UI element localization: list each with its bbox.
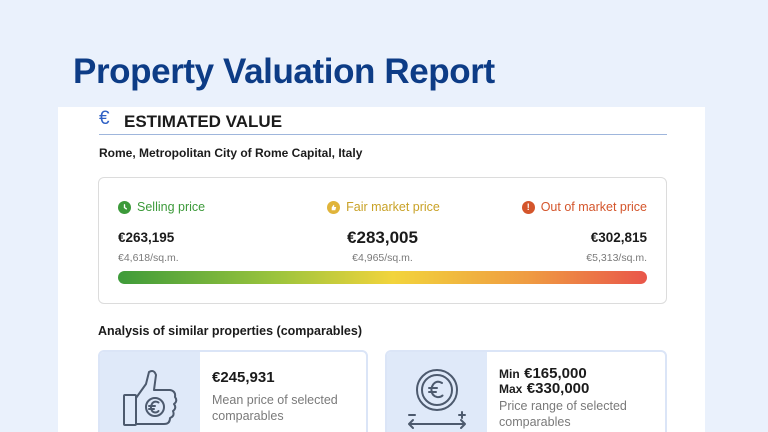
price-range-card-comparables: Min €165,000 Max €330,000 Price range of… <box>385 350 667 432</box>
fair-market-price-value: €283,005 <box>347 228 418 247</box>
thumb-icon <box>327 200 341 214</box>
fair-market-price-label-text: Fair market price <box>346 200 440 214</box>
price-gradient-bar <box>118 271 647 284</box>
selling-price-per-sqm: €4,618/sq.m. <box>118 252 179 264</box>
mean-price-description: Mean price of selected comparables <box>212 393 338 423</box>
out-of-market-price-per-sqm: €5,313/sq.m. <box>586 252 647 264</box>
exclamation-icon: ! <box>521 200 535 214</box>
section-title: ESTIMATED VALUE <box>124 112 283 131</box>
mean-price-card: €245,931 Mean price of selected comparab… <box>98 350 368 432</box>
range-max: Max €330,000 <box>499 380 589 398</box>
page-title: Property Valuation Report <box>73 52 495 91</box>
out-of-market-price-label: ! Out of market price <box>521 200 647 214</box>
euro-coin-range-icon <box>387 352 487 432</box>
selling-price-value: €263,195 <box>118 230 175 245</box>
fair-market-price-per-sqm: €4,965/sq.m. <box>352 252 413 264</box>
range-max-value: €330,000 <box>526 380 590 397</box>
selling-price-label-text: Selling price <box>137 200 206 214</box>
location-text: Rome, Metropolitan City of Rome Capital,… <box>99 146 363 160</box>
price-range-description: Price range of selected comparables <box>499 399 627 429</box>
range-min: Min €165,000 <box>499 365 587 383</box>
range-min-label: Min <box>499 367 520 381</box>
selling-price-label: Selling price <box>118 200 205 214</box>
range-min-value: €165,000 <box>524 365 587 382</box>
thumbs-up-euro-icon <box>100 352 200 432</box>
comparables-title: Analysis of similar properties (comparab… <box>98 324 362 338</box>
fair-market-price-label: Fair market price <box>306 200 461 214</box>
report-sheet: € ESTIMATED VALUE Rome, Metropolitan Cit… <box>58 107 705 432</box>
mean-price-value: €245,931 <box>212 369 275 386</box>
euro-icon: € <box>99 108 110 129</box>
price-range-card: Selling price Fair market price ! Out of… <box>98 177 667 304</box>
range-max-label: Max <box>499 382 523 396</box>
out-of-market-price-value: €302,815 <box>590 230 647 245</box>
section-header: € ESTIMATED VALUE <box>99 107 667 135</box>
out-of-market-price-label-text: Out of market price <box>540 200 647 214</box>
clock-icon <box>118 200 131 214</box>
